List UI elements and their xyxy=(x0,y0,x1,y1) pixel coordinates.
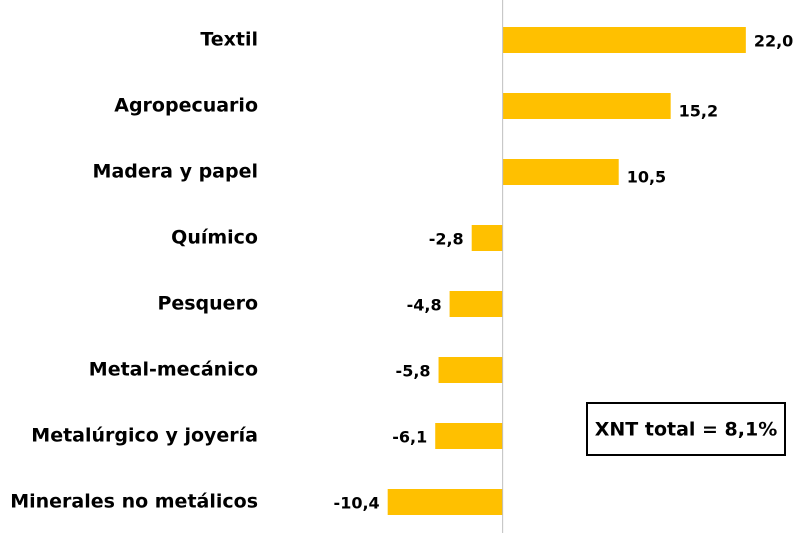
value-label: -6,1 xyxy=(392,428,427,447)
annotation: XNT total = 8,1% xyxy=(595,419,778,441)
category-label: Químico xyxy=(171,227,258,249)
value-label: -10,4 xyxy=(334,494,380,513)
bar xyxy=(435,423,503,449)
category-label: Textil xyxy=(200,29,258,51)
value-label: 15,2 xyxy=(679,102,718,121)
bar xyxy=(502,27,746,53)
value-label: -5,8 xyxy=(396,362,431,381)
bar xyxy=(438,357,503,383)
category-label: Madera y papel xyxy=(93,161,258,183)
bar xyxy=(387,489,503,515)
value-label: 10,5 xyxy=(627,168,666,187)
value-label: -2,8 xyxy=(429,230,464,249)
bar xyxy=(502,159,619,185)
category-label: Agropecuario xyxy=(114,95,258,117)
value-label: 22,0 xyxy=(754,32,793,51)
category-label: Metalúrgico y joyería xyxy=(31,425,258,447)
bar xyxy=(502,93,671,119)
category-label: Minerales no metálicos xyxy=(10,491,258,513)
bar xyxy=(471,225,503,251)
category-label: Pesquero xyxy=(157,293,258,315)
annotation-box xyxy=(586,402,786,456)
bar xyxy=(449,291,503,317)
value-label: -4,8 xyxy=(407,296,442,315)
category-label: Metal-mecánico xyxy=(89,359,258,381)
